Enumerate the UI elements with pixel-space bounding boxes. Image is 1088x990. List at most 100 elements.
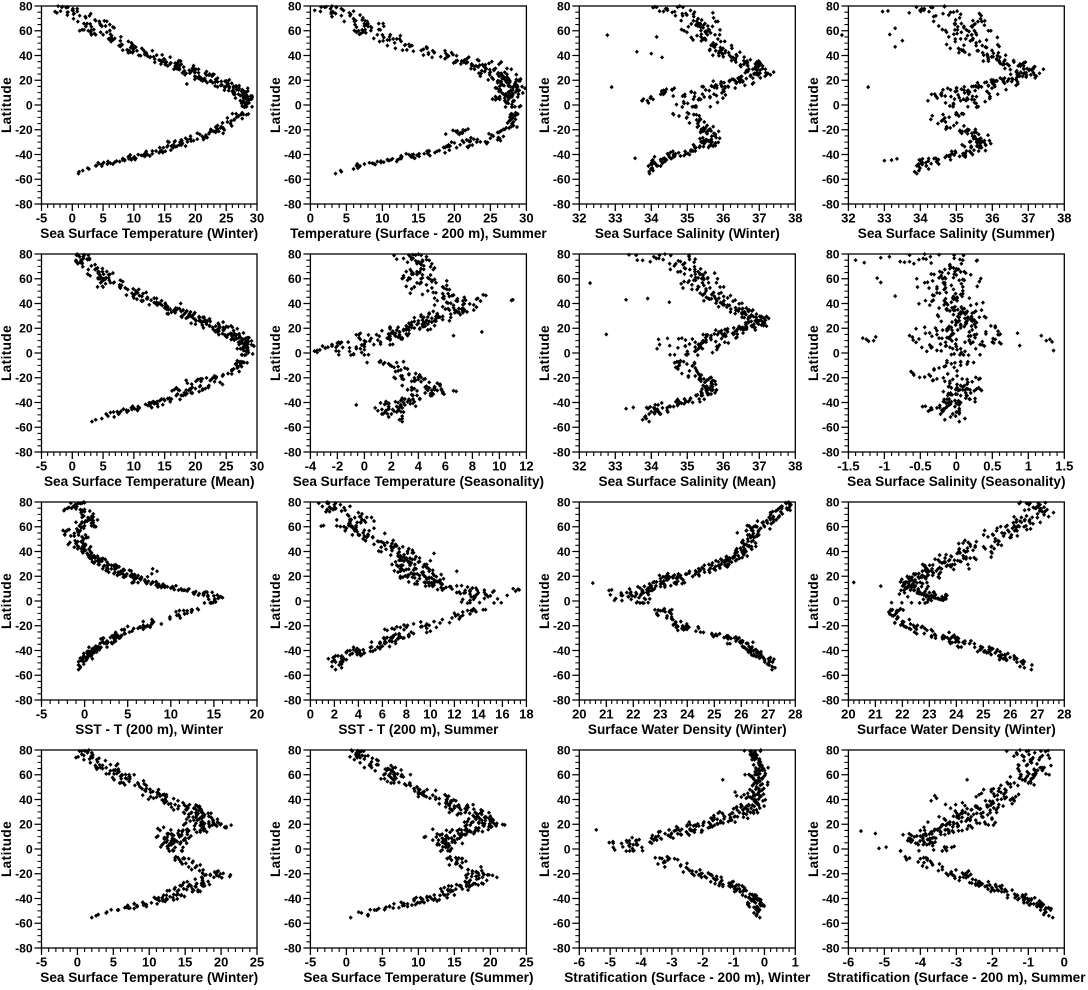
x-minor-ticks bbox=[584, 700, 791, 704]
y-tick-label: 60 bbox=[288, 520, 302, 534]
y-tick-label: 60 bbox=[557, 768, 571, 782]
x-tick-label: 15 bbox=[207, 707, 221, 722]
x-major-ticks bbox=[309, 948, 528, 955]
y-minor-ticks bbox=[306, 11, 311, 199]
x-axis-title: Sea Surface Temperature (Summer) bbox=[303, 970, 533, 985]
y-major-ticks bbox=[841, 253, 849, 453]
x-tick-label: 2 bbox=[388, 459, 395, 474]
panel-13: -5 0 5 10 15 20 25 -80 -60 -40 -20 0 20 40 60 80 Sea Sur… bbox=[0, 743, 264, 985]
y-tick-label: -40 bbox=[822, 148, 840, 162]
x-tick-label: -6 bbox=[843, 955, 855, 970]
x-major-ticks bbox=[578, 700, 796, 707]
y-axis-title: Latitude bbox=[806, 821, 821, 877]
y-tick-label: -40 bbox=[15, 892, 33, 906]
x-major-ticks bbox=[40, 452, 258, 459]
x-tick-label: 0 bbox=[69, 211, 76, 226]
x-tick-label: 10 bbox=[375, 211, 389, 226]
plot-frame bbox=[847, 5, 1065, 205]
x-tick-label: 27 bbox=[1030, 707, 1044, 722]
y-tick-label: 80 bbox=[19, 495, 33, 509]
y-major-ticks bbox=[303, 501, 311, 701]
x-tick-label: 6 bbox=[379, 707, 386, 722]
y-tick-label: 0 bbox=[26, 842, 33, 856]
x-axis-title: Sea Surface Salinity (Seasonality) bbox=[847, 474, 1065, 489]
y-tick-label: 80 bbox=[826, 247, 840, 261]
x-tick-label: -1 bbox=[728, 955, 740, 970]
x-tick-label: 10 bbox=[492, 459, 506, 474]
scatter-points bbox=[839, 4, 1046, 176]
y-minor-ticks bbox=[575, 259, 580, 447]
y-minor-ticks bbox=[306, 507, 311, 695]
y-tick-label: 40 bbox=[826, 545, 840, 559]
y-tick-label: -20 bbox=[553, 371, 571, 385]
x-minor-ticks bbox=[317, 204, 520, 208]
x-tick-label: 8 bbox=[403, 707, 410, 722]
y-tick-label: 80 bbox=[557, 495, 571, 509]
y-tick-label: 40 bbox=[288, 545, 302, 559]
y-tick-label: 20 bbox=[288, 322, 302, 336]
x-major-ticks bbox=[40, 204, 258, 211]
x-tick-label: 14 bbox=[471, 707, 486, 722]
x-minor-ticks bbox=[315, 700, 521, 704]
x-minor-ticks bbox=[855, 204, 1058, 208]
x-tick-label: 21 bbox=[599, 707, 613, 722]
panel-1: -5 0 5 10 15 20 25 30 -80 -60 -40 -20 0 20 40 60 80 Sea S… bbox=[0, 0, 264, 241]
x-major-ticks bbox=[847, 948, 1065, 955]
x-tick-label: 5 bbox=[343, 211, 350, 226]
x-tick-label: 10 bbox=[127, 459, 141, 474]
x-tick-label: 25 bbox=[976, 707, 990, 722]
y-tick-label: 40 bbox=[557, 49, 571, 63]
y-tick-label: -20 bbox=[553, 123, 571, 137]
y-major-ticks bbox=[572, 501, 580, 701]
x-tick-label: 0 bbox=[307, 211, 314, 226]
plot-frame bbox=[40, 5, 258, 205]
y-tick-label: -40 bbox=[553, 148, 571, 162]
y-tick-label: -80 bbox=[553, 693, 571, 707]
x-tick-label: -0.5 bbox=[909, 459, 931, 474]
x-tick-label: 1.5 bbox=[1055, 459, 1073, 474]
y-tick-label: -20 bbox=[822, 867, 840, 881]
x-tick-label: 25 bbox=[519, 955, 533, 970]
y-tick-label: 60 bbox=[19, 768, 33, 782]
x-tick-label: 20 bbox=[447, 211, 461, 226]
y-tick-label: -60 bbox=[284, 421, 302, 435]
y-tick-label: 40 bbox=[288, 49, 302, 63]
y-minor-ticks bbox=[37, 259, 42, 447]
x-tick-label: 20 bbox=[188, 459, 202, 474]
y-tick-label: 20 bbox=[288, 74, 302, 88]
x-major-ticks bbox=[40, 700, 258, 707]
x-tick-label: 0 bbox=[343, 955, 350, 970]
x-tick-label: 0 bbox=[69, 459, 76, 474]
x-tick-label: 25 bbox=[219, 211, 233, 226]
y-tick-label: 40 bbox=[557, 545, 571, 559]
x-tick-label: 15 bbox=[178, 955, 192, 970]
y-tick-label: 0 bbox=[295, 594, 302, 608]
x-tick-label: -6 bbox=[574, 955, 586, 970]
x-tick-label: -5 bbox=[36, 707, 48, 722]
y-minor-ticks bbox=[575, 11, 580, 199]
y-tick-label: 80 bbox=[19, 247, 33, 261]
y-tick-label: -60 bbox=[15, 917, 33, 931]
panel-8: -1.5 -1 -0.5 0 0.5 1 1.5 -80 -60 -40 -20 0 20 40 60 80 S… bbox=[806, 247, 1073, 489]
x-tick-label: 25 bbox=[483, 211, 497, 226]
y-major-ticks bbox=[34, 501, 42, 701]
y-tick-label: -20 bbox=[822, 123, 840, 137]
y-tick-label: -20 bbox=[822, 371, 840, 385]
y-tick-label: 20 bbox=[557, 818, 571, 832]
y-axis-title: Latitude bbox=[537, 325, 552, 381]
x-minor-ticks bbox=[48, 948, 251, 952]
x-tick-label: 18 bbox=[519, 707, 533, 722]
x-major-ticks bbox=[40, 948, 258, 955]
y-axis-title: Latitude bbox=[537, 821, 552, 877]
x-tick-label: 28 bbox=[1057, 707, 1071, 722]
scatter-points bbox=[851, 500, 1056, 672]
x-tick-label: 35 bbox=[949, 211, 963, 226]
y-tick-label: -60 bbox=[284, 917, 302, 931]
x-tick-label: 34 bbox=[913, 211, 928, 226]
x-tick-label: 30 bbox=[519, 211, 533, 226]
x-tick-label: 4 bbox=[415, 459, 423, 474]
x-axis-title: SST - T (200 m), Winter bbox=[75, 722, 224, 737]
y-tick-label: -80 bbox=[284, 445, 302, 459]
x-tick-label: 8 bbox=[469, 459, 476, 474]
y-tick-label: -60 bbox=[822, 173, 840, 187]
